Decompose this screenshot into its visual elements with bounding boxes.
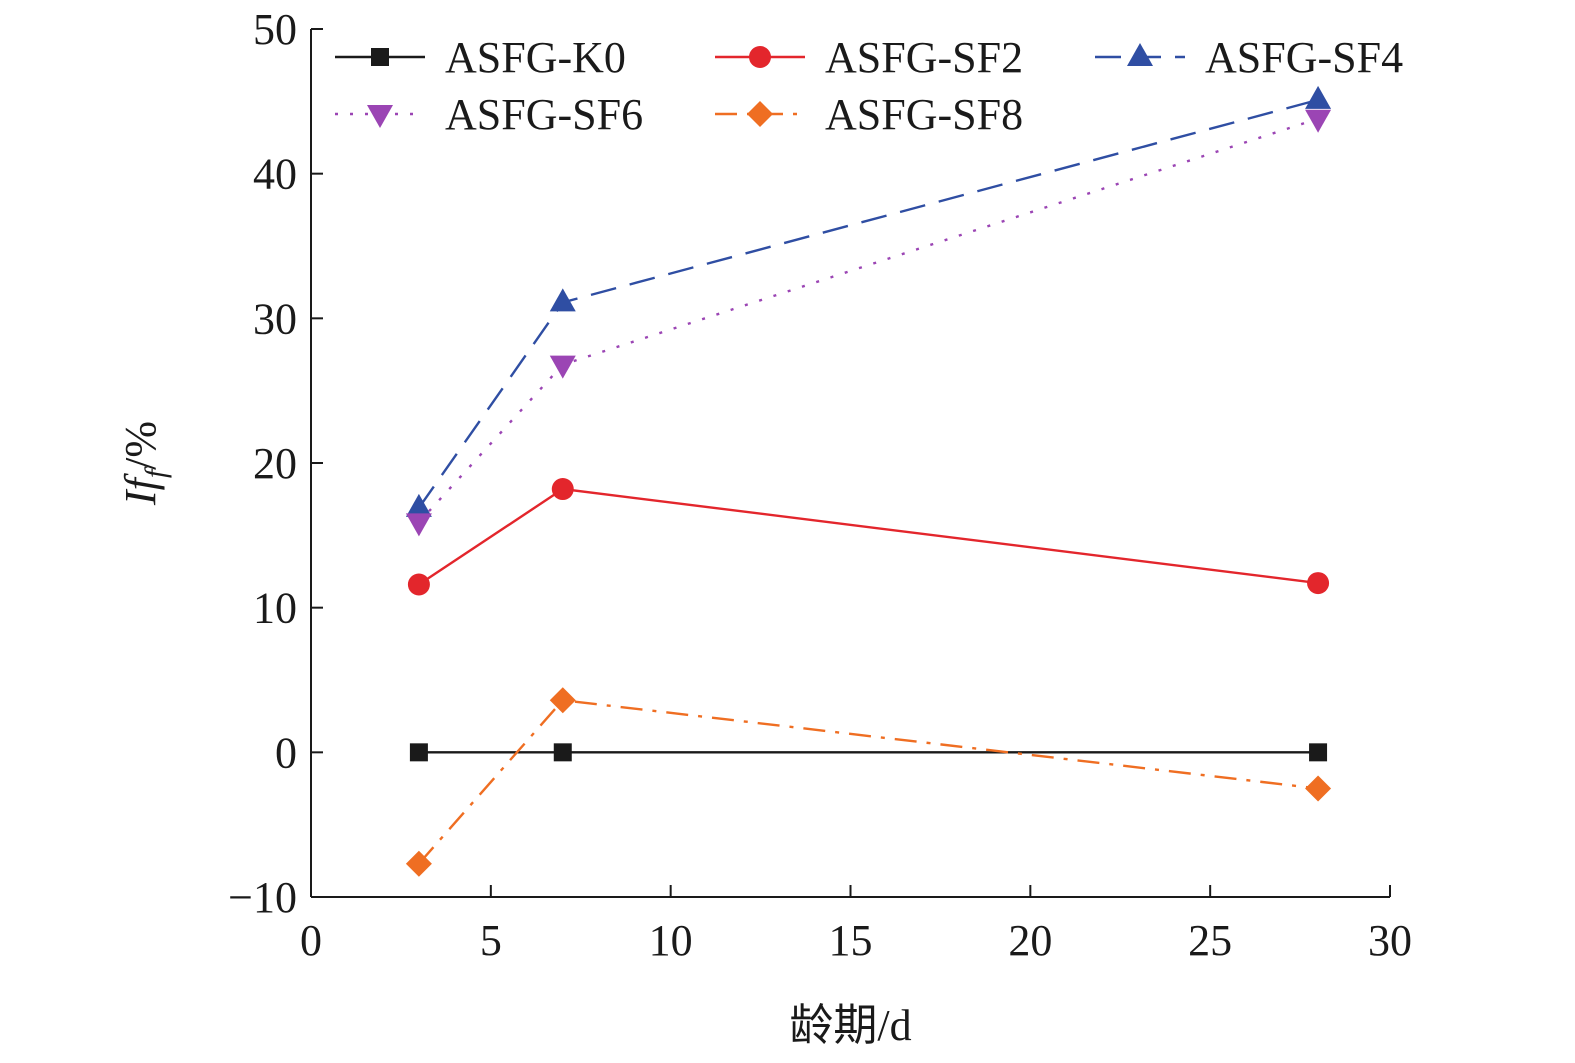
legend-label: ASFG-SF6	[445, 90, 643, 139]
legend-item: ASFG-SF8	[715, 90, 1023, 139]
legend-marker	[749, 46, 771, 68]
data-point	[551, 478, 574, 501]
series-asfg-sf6	[405, 109, 1332, 537]
legend-label: ASFG-SF4	[1205, 33, 1403, 82]
data-point	[405, 850, 432, 877]
data-point	[549, 288, 576, 312]
series-asfg-k0	[409, 743, 1328, 762]
data-point	[553, 743, 572, 762]
series-line	[417, 698, 1319, 865]
data-point	[1307, 572, 1330, 595]
y-tick-label: 50	[253, 5, 297, 54]
legend-item: ASFG-K0	[335, 33, 626, 82]
series-line	[417, 98, 1319, 509]
x-tick-label: 25	[1188, 916, 1232, 965]
legend-item: ASFG-SF2	[715, 33, 1023, 82]
series-line	[418, 117, 1319, 524]
y-axis-title-unit: /%	[116, 421, 165, 470]
y-axis-title: Iff/%	[116, 421, 172, 506]
y-tick-label: −10	[228, 873, 297, 922]
y-tick-label: 30	[253, 294, 297, 343]
data-point	[407, 573, 430, 596]
data-point	[1305, 775, 1332, 802]
y-tick-label: 10	[253, 584, 297, 633]
x-tick-label: 20	[1008, 916, 1052, 965]
x-tick-label: 15	[829, 916, 873, 965]
data-point	[1305, 85, 1332, 109]
data-point	[409, 743, 428, 762]
legend-label: ASFG-SF8	[825, 90, 1023, 139]
data-point	[405, 493, 432, 517]
legend-marker	[367, 105, 393, 128]
y-tick-label: 20	[253, 439, 297, 488]
x-tick-label: 30	[1368, 916, 1412, 965]
series-asfg-sf4	[405, 85, 1332, 517]
legend-marker	[747, 101, 773, 127]
legend-item: ASFG-SF4	[1095, 33, 1403, 82]
data-point	[1305, 109, 1332, 133]
series-asfg-sf2	[407, 478, 1330, 596]
x-tick-label: 10	[649, 916, 693, 965]
legend-label: ASFG-K0	[445, 33, 626, 82]
data-point	[1309, 743, 1328, 762]
data-point	[549, 355, 576, 379]
series-line	[418, 487, 1319, 586]
y-tick-label: 40	[253, 150, 297, 199]
y-tick-label: 0	[275, 728, 297, 777]
data-point	[405, 513, 432, 537]
data-point	[549, 687, 576, 714]
legend-label: ASFG-SF2	[825, 33, 1023, 82]
x-axis-title: 龄期/d	[789, 1001, 911, 1050]
legend-marker	[371, 48, 389, 66]
legend: ASFG-K0 ASFG-SF2 ASFG-SF4 ASFG-SF6 ASFG-SF8	[335, 33, 1403, 139]
series-layer	[405, 85, 1332, 877]
x-tick-label: 5	[480, 916, 502, 965]
x-tick-label: 0	[300, 916, 322, 965]
legend-marker	[1127, 43, 1153, 66]
legend-item: ASFG-SF6	[335, 90, 643, 139]
series-asfg-sf8	[405, 687, 1332, 877]
